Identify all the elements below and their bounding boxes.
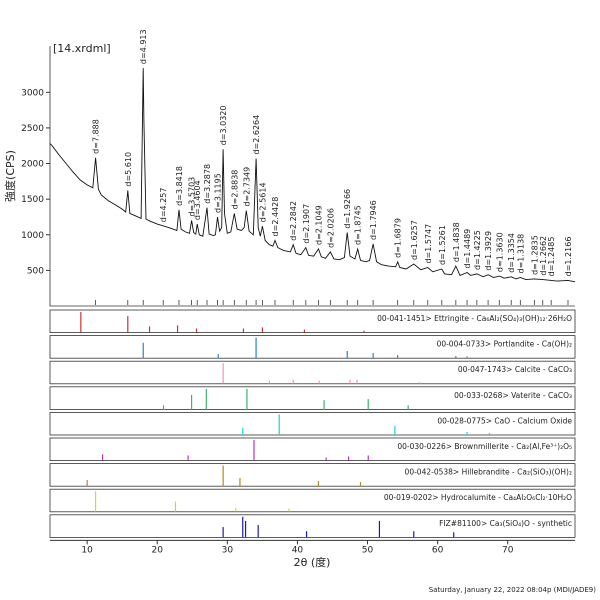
peak-label: d=2.1907 (302, 204, 311, 244)
peak-label: d=1.2662 (539, 236, 548, 276)
peak-label: d=1.5747 (424, 224, 433, 264)
peak-label: d=5.610 (124, 152, 133, 187)
peak-label: d=2.6264 (252, 115, 261, 155)
phase-panel (49, 514, 576, 538)
phase-label: 00-019-0202> Hydrocalumite - Ca₄Al₂O₆Cl₂… (384, 493, 572, 502)
peak-label: d=1.3630 (495, 232, 504, 272)
peak-label: d=1.9266 (343, 189, 352, 229)
peak-label: d=3.8418 (175, 166, 184, 206)
phase-panel (49, 360, 576, 385)
peak-label: d=1.6879 (394, 218, 403, 258)
phase-label: 00-033-0268> Vaterite - CaCO₃ (454, 391, 572, 400)
y-tick-label: 500 (27, 266, 44, 276)
phase-label: 00-004-0733> Portlandite - Ca(OH)₂ (437, 340, 572, 349)
peak-label: d=1.4838 (452, 222, 461, 262)
peak-label: d=2.0206 (326, 208, 335, 248)
x-tick-label: 70 (502, 545, 514, 555)
peak-label: d=1.3929 (484, 231, 493, 271)
y-tick-label: 1500 (21, 195, 44, 205)
peak-label: d=1.2835 (530, 235, 539, 275)
peak-label: d=2.4428 (271, 197, 280, 237)
x-axis-label: 2θ (度) (294, 555, 331, 569)
peak-label: d=2.7349 (242, 167, 251, 207)
chart-title: [14.xrdml] (53, 42, 111, 55)
peak-label: d=4.913 (139, 29, 148, 64)
peak-label: d=1.6257 (410, 220, 419, 260)
peak-label: d=7.888 (92, 119, 101, 154)
y-axis-label: 強度(CPS) (3, 150, 17, 202)
phase-label: 00-047-1743> Calcite - CaCO₃ (458, 365, 572, 374)
peak-label: d=3.2878 (203, 164, 212, 204)
peak-label: d=2.1049 (314, 205, 323, 245)
phase-label: 00-030-0226> Brownmillerite - Ca₂(Al,Fe³… (397, 442, 572, 451)
x-tick-label: 60 (432, 545, 444, 555)
phase-panel (49, 309, 576, 334)
phase-panel (49, 463, 576, 487)
peak-label: d=1.4225 (473, 230, 482, 270)
phase-panel (49, 488, 576, 513)
x-tick-label: 30 (222, 545, 234, 555)
peak-label: d=3.0320 (219, 106, 228, 146)
x-tick-label: 10 (81, 545, 93, 555)
x-tick-label: 50 (362, 545, 374, 555)
peak-label: d=2.2842 (289, 201, 298, 241)
peak-label: d=1.2485 (547, 237, 556, 277)
phase-label: 00-041-1451> Ettringite - Ca₆Al₂(SO₄)₃(O… (377, 314, 572, 323)
phase-label: FIZ#81100> Ca₃(SiO₄)O - synthetic (439, 519, 572, 528)
peak-label: d=1.5261 (438, 225, 447, 265)
peak-label: d=1.3138 (516, 234, 525, 274)
peak-label: d=3.5703 (188, 177, 197, 217)
phase-panel (49, 386, 576, 410)
peak-label: d=1.4489 (463, 229, 472, 269)
peak-label: d=2.8838 (230, 170, 239, 210)
peak-label: d=3.1195 (214, 173, 223, 213)
y-tick-label: 3000 (21, 88, 44, 98)
peak-label: d=1.7946 (369, 200, 378, 240)
peak-label: d=4.257 (159, 188, 168, 223)
x-tick-label: 20 (152, 545, 164, 555)
diffraction-pattern (49, 68, 576, 283)
peak-label: d=1.3354 (507, 233, 516, 273)
phase-panel (49, 411, 576, 436)
phase-panel (49, 437, 576, 462)
phase-label: 00-042-0538> Hillebrandite - Ca₂(SiO₃)(O… (405, 468, 572, 477)
main-frame (49, 46, 575, 307)
peak-label: d=2.5614 (258, 182, 267, 222)
x-tick-label: 40 (292, 545, 304, 555)
y-tick-label: 1000 (21, 231, 44, 241)
phase-panel (49, 335, 576, 359)
peak-label: d=3.4604 (193, 180, 202, 220)
peak-label: d=1.8745 (354, 205, 363, 245)
y-tick-label: 2500 (21, 124, 44, 134)
y-tick-label: 2000 (21, 160, 44, 170)
peak-label: d=1.2166 (564, 237, 573, 277)
phase-label: 00-028-0775> CaO - Calcium Oxide (437, 416, 572, 425)
footer: Saturday, January 22, 2022 08:04p (MDI/J… (429, 586, 597, 594)
